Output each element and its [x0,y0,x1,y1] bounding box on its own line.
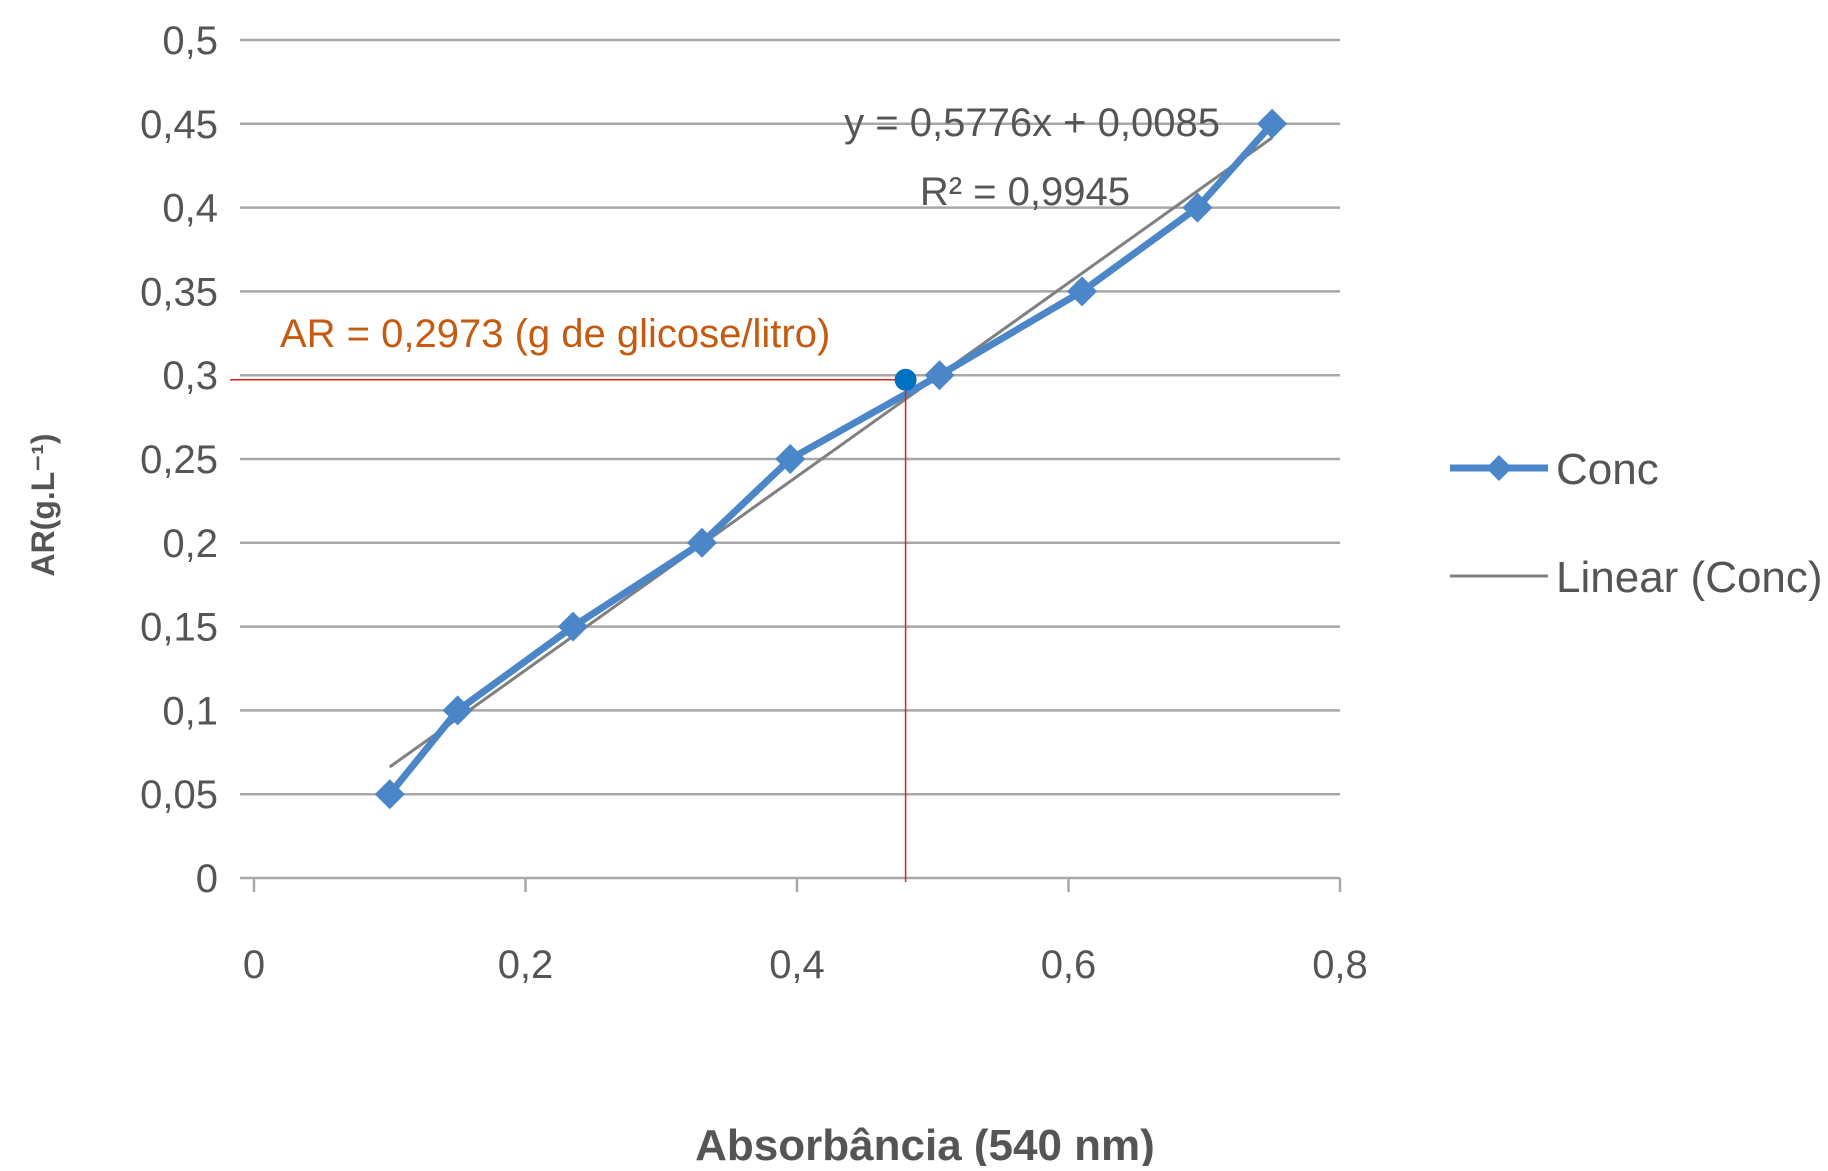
data-point [686,527,717,558]
x-tick-label: 0,8 [1312,943,1368,987]
y-tick-label: 0,5 [162,19,218,63]
y-tick-label: 0,45 [140,103,218,147]
r-squared-label: R² = 0,9945 [920,170,1130,214]
equation-label: y = 0,5776x + 0,0085 [844,101,1220,145]
series-layer [374,108,1288,810]
x-axis-title: Absorbância (540 nm) [695,1121,1155,1166]
legend-conc-label: Conc [1556,445,1659,494]
y-tick-label: 0,3 [162,354,218,398]
trendline [388,136,1273,769]
tick-labels: 0 0,05 0,1 0,15 0,2 0,25 0,3 0,35 0,4 0,45 0,5 0 0,2… [140,19,1368,987]
data-point [374,779,405,810]
y-tick-label: 0 [196,857,218,901]
data-point [442,695,473,726]
y-tick-label: 0,35 [140,270,218,314]
y-tick-label: 0,1 [162,689,218,733]
data-point [775,444,806,474]
highlight-guides [230,368,917,882]
data-point [558,611,589,642]
legend: Conc Linear (Conc) [1450,445,1823,602]
y-tick-label: 0,4 [162,187,218,231]
gridlines [240,38,1340,796]
y-tick-label: 0,25 [140,438,218,482]
trendline-layer [388,136,1273,769]
x-tick-label: 0,6 [1041,943,1097,987]
y-tick-label: 0,15 [140,606,218,650]
highlight-label: AR = 0,2973 (g de glicose/litro) [280,312,830,356]
data-point [1067,276,1098,307]
x-tick-label: 0,4 [769,943,825,987]
data-point [1257,108,1288,139]
data-point [924,360,955,391]
axes [240,876,1342,892]
y-tick-label: 0,2 [162,522,218,566]
y-tick-label: 0,05 [140,773,218,817]
data-point [1182,192,1213,223]
y-axis-title: AR(g.L⁻¹) [25,433,61,576]
legend-conc-marker [1486,455,1512,481]
highlight-point [894,368,917,391]
x-tick-label: 0 [243,943,265,987]
x-tick-label: 0,2 [498,943,554,987]
legend-linear-label: Linear (Conc) [1556,553,1823,602]
